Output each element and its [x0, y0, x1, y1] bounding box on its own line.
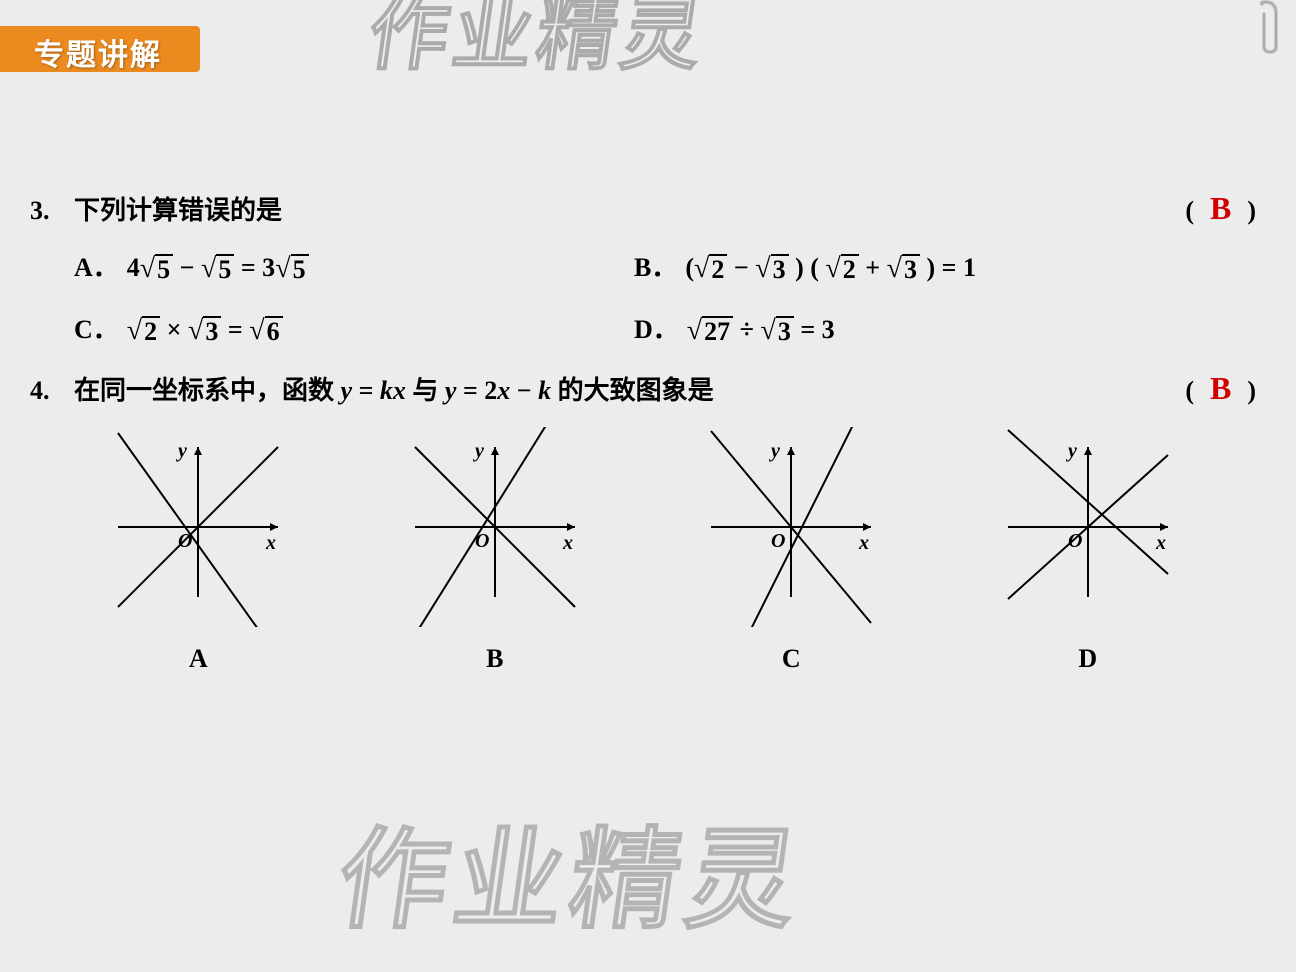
graph-svg: y x O [691, 427, 891, 627]
watermark-bottom: 作业精灵 [329, 790, 815, 950]
option-math: √2 × √3 = √6 [127, 315, 283, 347]
q3-answer: B [1204, 190, 1237, 226]
svg-text:y: y [769, 440, 780, 462]
content-area: 3. 下列计算错误的是 (B) A． 4√5 − √5 = 3√5 B． (√2… [30, 190, 1256, 674]
svg-text:x: x [1155, 532, 1166, 554]
q3-option-c: C． √2 × √3 = √6 [74, 309, 634, 347]
q3-line: 3. 下列计算错误的是 (B) [30, 190, 1256, 227]
svg-text:x: x [562, 532, 573, 554]
option-math: √27 ÷ √3 = 3 [687, 315, 835, 347]
graph-svg: y x O [98, 427, 298, 627]
q3-option-b: B． (√2 − √3 ) ( √2 + √3 ) = 1 [634, 247, 1194, 285]
option-label: A． [74, 247, 119, 284]
svg-text:O: O [1068, 530, 1082, 552]
section-banner: 专题讲解 [0, 26, 210, 78]
q4-prompt: 在同一坐标系中，函数 y = kx 与 y = 2x − k 的大致图象是 [74, 370, 1256, 407]
svg-text:x: x [265, 532, 276, 554]
svg-text:y: y [1066, 440, 1077, 462]
q3-options-row2: C． √2 × √3 = √6 D． √27 ÷ √3 = 3 [74, 309, 1256, 347]
graph-svg: y x O [395, 427, 595, 627]
q4-answer: B [1204, 370, 1237, 406]
q4-line: 4. 在同一坐标系中，函数 y = kx 与 y = 2x − k 的大致图象是… [30, 370, 1256, 407]
svg-text:y: y [473, 440, 484, 462]
graph-label: D [988, 644, 1188, 674]
svg-text:O: O [475, 530, 489, 552]
graph-option-a: y x O A [98, 427, 298, 674]
q4-answer-paren: (B) [1185, 370, 1256, 407]
q3-prompt: 下列计算错误的是 [74, 190, 1256, 227]
svg-text:x: x [858, 532, 869, 554]
graph-option-d: y x O D [988, 427, 1188, 674]
paperclip-icon [1250, 0, 1286, 70]
svg-text:y: y [176, 440, 187, 462]
svg-text:O: O [178, 530, 192, 552]
q3-option-a: A． 4√5 − √5 = 3√5 [74, 247, 634, 285]
graph-label: B [395, 644, 595, 674]
option-label: B． [634, 247, 677, 284]
option-label: D． [634, 309, 679, 346]
q4-number: 4. [30, 376, 74, 406]
graph-option-c: y x O C [691, 427, 891, 674]
q4-prefix: 在同一坐标系中，函数 [74, 376, 341, 405]
option-math: 4√5 − √5 = 3√5 [127, 253, 309, 285]
option-label: C． [74, 309, 119, 346]
graph-label: C [691, 644, 891, 674]
q4-suffix: 的大致图象是 [551, 376, 714, 405]
q4-graphs: y x O A y x O B y x O C y x O D [50, 427, 1236, 674]
watermark-top: 作业精灵 [362, 0, 714, 86]
q3-option-d: D． √27 ÷ √3 = 3 [634, 309, 1194, 347]
graph-svg: y x O [988, 427, 1188, 627]
graph-label: A [98, 644, 298, 674]
banner-title: 专题讲解 [0, 26, 210, 74]
q3-options-row1: A． 4√5 − √5 = 3√5 B． (√2 − √3 ) ( √2 + √… [74, 247, 1256, 285]
svg-text:O: O [771, 530, 785, 552]
q4-mid: 与 [406, 376, 445, 405]
option-math: (√2 − √3 ) ( √2 + √3 ) = 1 [685, 253, 976, 285]
graph-option-b: y x O B [395, 427, 595, 674]
q3-answer-paren: (B) [1185, 190, 1256, 227]
q3-number: 3. [30, 196, 74, 226]
